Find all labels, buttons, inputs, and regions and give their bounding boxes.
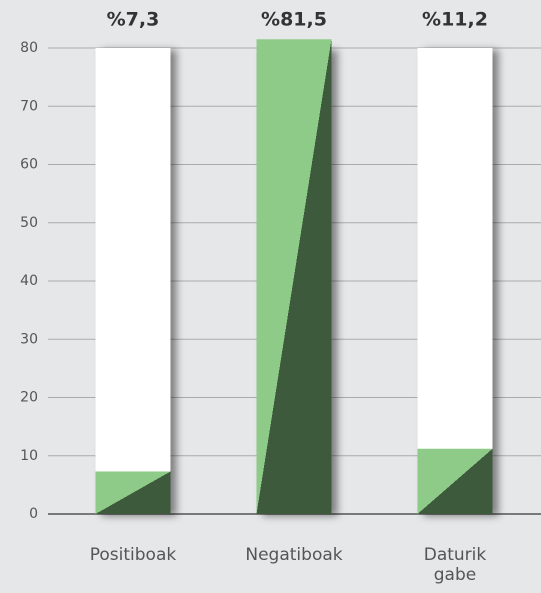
y-tick-label: 30 xyxy=(20,331,38,347)
value-label: %11,2 xyxy=(422,9,488,31)
y-tick-label: 50 xyxy=(20,215,38,231)
y-tick-label: 80 xyxy=(20,40,38,56)
y-tick-label: 70 xyxy=(20,98,38,114)
y-tick-label: 0 xyxy=(29,506,38,522)
y-tick-label: 40 xyxy=(20,273,38,289)
bar-backdrop xyxy=(95,48,171,514)
value-label: %81,5 xyxy=(261,9,327,31)
y-tick-label: 60 xyxy=(20,157,38,173)
x-tick-label: Negatiboak xyxy=(245,545,343,565)
bar xyxy=(95,471,171,514)
x-tick-label: Positiboak xyxy=(89,545,177,565)
bar xyxy=(256,39,332,514)
bar-backdrop xyxy=(417,48,493,514)
bar xyxy=(417,448,493,514)
x-tick-label: Daturik gabe xyxy=(423,545,487,585)
y-tick-label: 20 xyxy=(20,390,38,406)
y-tick-label: 10 xyxy=(20,448,38,464)
value-label: %7,3 xyxy=(107,9,160,31)
